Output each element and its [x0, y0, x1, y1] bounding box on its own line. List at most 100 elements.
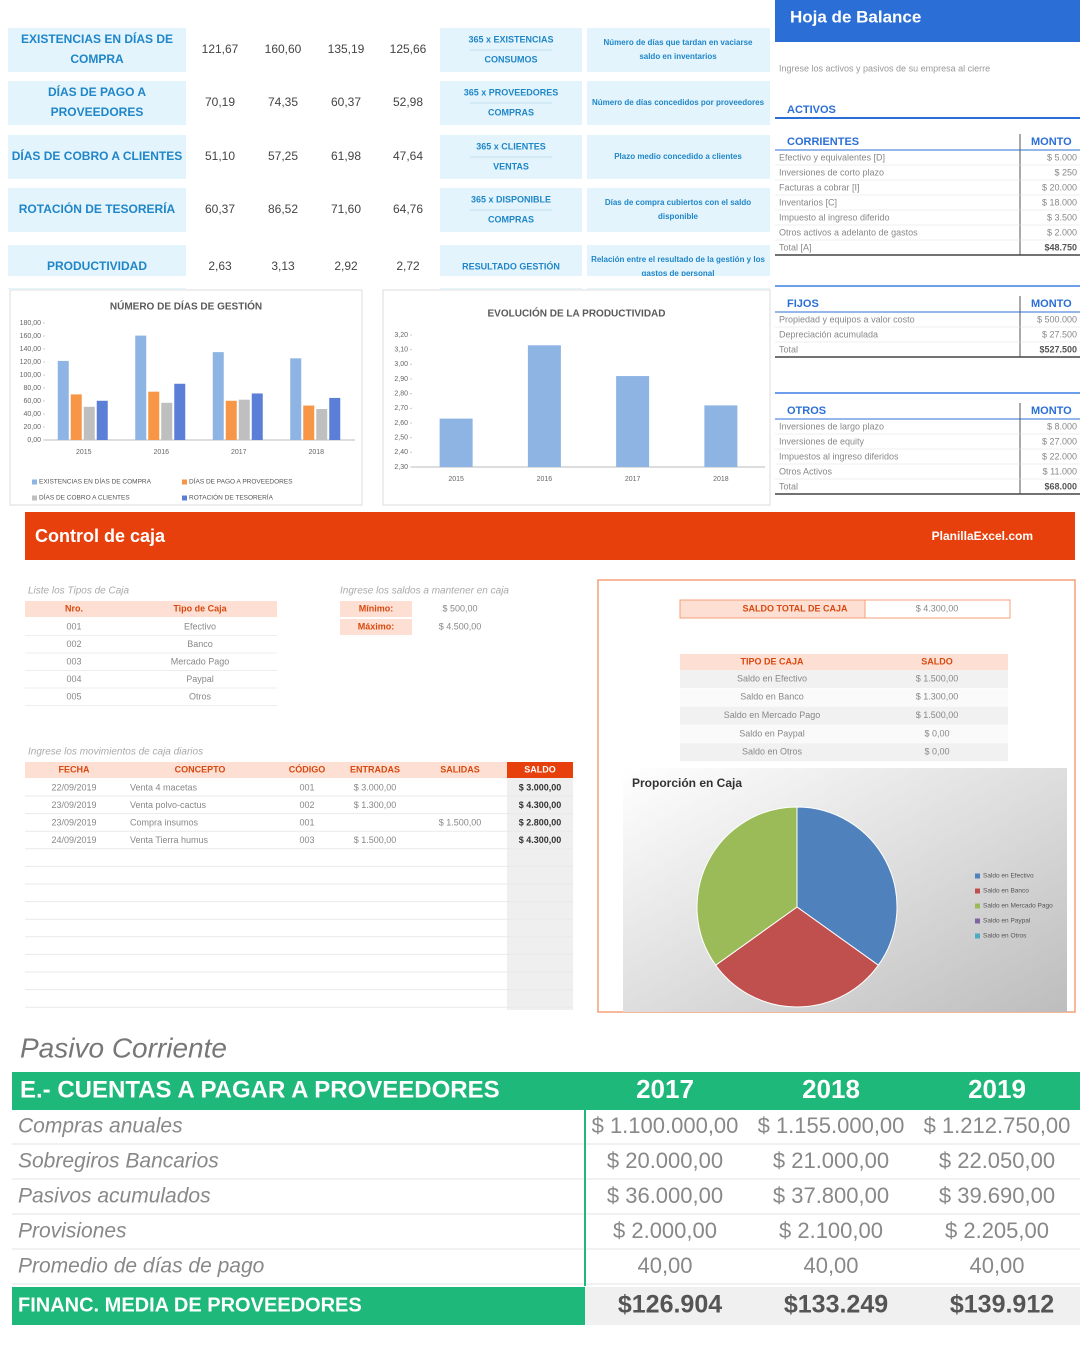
- row-amount: $48.750: [1044, 242, 1077, 252]
- indicator-value: 71,60: [331, 202, 361, 216]
- chart-title: EVOLUCIÓN DE LA PRODUCTIVIDAD: [488, 307, 666, 320]
- cell: [585, 1287, 1080, 1325]
- indicator-name: PRODUCTIVIDAD: [47, 259, 147, 273]
- cell: [25, 601, 277, 617]
- cell-text: Venta polvo-cactus: [130, 800, 207, 810]
- y-tick-label: 2,80: [394, 391, 408, 398]
- row-amount: $527.500: [1039, 344, 1077, 354]
- cell: [507, 778, 573, 1010]
- chart-title: Proporción en Caja: [632, 776, 742, 790]
- header: E.- CUENTAS A PAGAR A PROVEEDORES: [20, 1076, 500, 1103]
- formula: 365 x EXISTENCIAS: [468, 34, 553, 44]
- row-label: Otros activos a adelanto de gastos: [779, 227, 918, 237]
- x-tick-label: 2017: [625, 476, 641, 483]
- pie-slice: [696, 806, 798, 966]
- row-label: Promedio de días de pago: [18, 1255, 265, 1278]
- y-tick-label: 140,00: [20, 346, 42, 353]
- indicator-value: 2,72: [396, 259, 420, 273]
- cell-text: 002: [66, 639, 81, 649]
- y-tick-label: 3,10: [394, 347, 408, 354]
- cell-text: 23/09/2019: [51, 818, 96, 828]
- y-tick-label: 2,40: [394, 449, 408, 456]
- total-bar: [12, 1287, 585, 1325]
- formula: RESULTADO GESTIÓN: [462, 260, 560, 271]
- indicator-name: ROTACIÓN DE TESORERÍA: [19, 201, 176, 216]
- x-tick-label: 2015: [76, 449, 92, 456]
- cell-text: $ 1.300,00: [354, 800, 397, 810]
- legend-label: DÍAS DE PAGO A PROVEEDORES: [189, 477, 293, 486]
- cell-text: Compra insumos: [130, 818, 199, 828]
- total-value: $126.904: [618, 1291, 722, 1319]
- row-amount: $ 2.000: [1047, 227, 1077, 237]
- cell-text: 001: [299, 818, 314, 828]
- cell: [587, 81, 770, 125]
- title: Control de caja: [35, 526, 166, 546]
- cell-text: 003: [299, 835, 314, 845]
- x-tick-label: 2016: [537, 476, 553, 483]
- cell: [587, 135, 770, 179]
- cell-text: 001: [299, 782, 314, 792]
- row-label: Impuesto al ingreso diferido: [779, 212, 890, 222]
- bar: [148, 391, 160, 440]
- legend-label: ROTACIÓN DE TESORERÍA: [189, 493, 274, 502]
- indicator-value: 60,37: [331, 95, 361, 109]
- meaning: Número de días que tardan en vaciarse: [604, 38, 753, 47]
- cell-text: $ 2.800,00: [519, 818, 562, 828]
- bar: [135, 335, 147, 440]
- y-tick-label: 0,00: [27, 437, 41, 444]
- cell: [507, 762, 573, 778]
- cell-text: Paypal: [186, 674, 214, 684]
- cell-text: $ 1.500,00: [354, 835, 397, 845]
- balance-sheet: Hoja de Balance Ingrese los activos y pas…: [775, 0, 1080, 505]
- cell: [680, 743, 1008, 762]
- cell-text: 24/09/2019: [51, 835, 96, 845]
- year: 2017: [636, 1074, 694, 1104]
- legend-swatch: [975, 873, 980, 879]
- header: SALIDAS: [440, 764, 480, 774]
- pie-slice: [796, 806, 898, 966]
- row-value: $ 2.100,00: [779, 1218, 883, 1243]
- bar: [161, 402, 173, 440]
- y-tick-label: 120,00: [20, 359, 42, 366]
- indicator-value: 51,10: [205, 149, 235, 163]
- cell: [587, 28, 770, 72]
- row-label: Impuestos al ingreso diferidos: [779, 451, 899, 461]
- meaning: Relación entre el resultado de la gestió…: [591, 255, 765, 264]
- cell-text: 22/09/2019: [51, 782, 96, 792]
- bar: [238, 399, 250, 440]
- row-label: Sobregiros Bancarios: [18, 1150, 219, 1173]
- header: CONCEPTO: [175, 764, 226, 774]
- legend-swatch: [32, 495, 37, 501]
- row-value: $ 1.212.750,00: [924, 1113, 1071, 1138]
- bar: [174, 383, 186, 440]
- title: Pasivo Corriente: [20, 1032, 227, 1063]
- heading: ACTIVOS: [787, 104, 836, 116]
- cell: [864, 599, 1011, 619]
- meaning: Plazo medio concedido a clientes: [614, 152, 742, 161]
- y-tick-label: 160,00: [20, 333, 42, 340]
- header: TIPO DE CAJA: [740, 656, 804, 666]
- indicator-value: 125,66: [390, 42, 427, 56]
- legend-swatch: [182, 479, 187, 485]
- cell: [680, 724, 1008, 743]
- cell-text: 23/09/2019: [51, 800, 96, 810]
- row-amount: $ 250: [1054, 167, 1077, 177]
- bar: [616, 376, 650, 467]
- row-amount: $ 27.500: [1042, 329, 1077, 339]
- meaning: disponible: [658, 212, 699, 221]
- chart-title: NÚMERO DE DÍAS DE GESTIÓN: [110, 300, 262, 313]
- cell-text: $ 1.500,00: [916, 710, 959, 720]
- indicator-value: 2,92: [334, 259, 358, 273]
- row-label: Propiedad y equipos a valor costo: [779, 314, 915, 324]
- limit-label: Mínimo:: [359, 603, 394, 613]
- formula: COMPRAS: [488, 214, 534, 224]
- formula: 365 x CLIENTES: [476, 141, 546, 151]
- row-amount: $ 20.000: [1042, 182, 1077, 192]
- cell: [0, 276, 775, 288]
- header: SALDO: [921, 656, 953, 666]
- legend-label: Saldo en Mercado Pago: [983, 903, 1053, 910]
- title-bar: [25, 512, 1075, 560]
- total-value: $133.249: [784, 1291, 888, 1319]
- bar: [290, 358, 302, 440]
